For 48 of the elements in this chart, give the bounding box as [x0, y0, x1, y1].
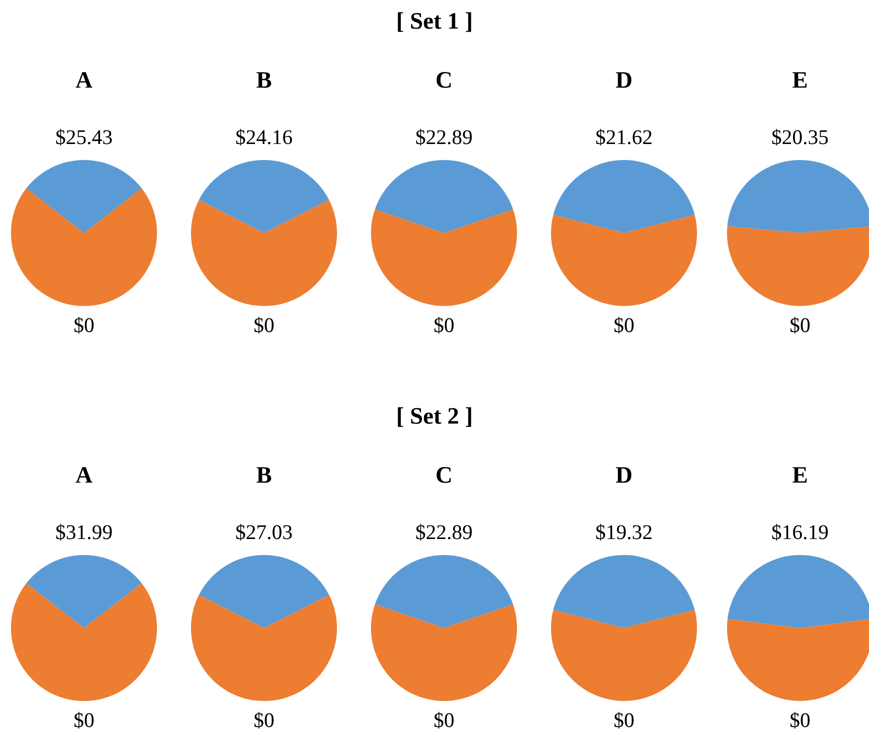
pie-slice — [11, 583, 157, 701]
chart-title: D — [616, 467, 632, 483]
slice-label: $24.16 — [236, 128, 292, 146]
slice-label: $0 — [74, 316, 94, 334]
pie-slice — [553, 555, 695, 628]
text: [ Set 1 ] — [398, 12, 472, 32]
slice-label: $22.89 — [416, 128, 472, 146]
slice-label: $0 — [74, 712, 94, 729]
chart-title: A — [76, 72, 92, 88]
slice-label: $27.03 — [236, 524, 292, 541]
chart-title: E — [792, 467, 807, 483]
pie-slice — [26, 555, 142, 628]
pie-slice — [26, 160, 142, 233]
pie-slice — [198, 555, 330, 628]
chart-title: B — [256, 467, 272, 483]
slice-label: $25.43 — [56, 128, 112, 146]
slice-label: $16.19 — [772, 524, 828, 541]
slice-label: $0 — [790, 712, 810, 729]
text: [ Set 2 ] — [398, 407, 472, 427]
pie-slice — [551, 610, 697, 701]
slice-label: $0 — [614, 712, 634, 729]
pie-slice — [191, 594, 337, 701]
slice-label: $0 — [254, 316, 274, 334]
chart-title: C — [436, 72, 451, 88]
slice-label: $0 — [790, 316, 810, 334]
pie-slice — [374, 160, 514, 233]
chart-title: B — [256, 72, 272, 88]
pie-slice — [191, 200, 337, 306]
slice-label: $21.62 — [596, 128, 652, 146]
pie-slice — [11, 188, 157, 306]
chart-title: C — [436, 467, 451, 483]
pie-slice — [371, 209, 517, 306]
chart-title: D — [616, 72, 632, 88]
slice-label: $0 — [434, 712, 454, 729]
pie-slice — [551, 214, 697, 306]
pie-slice — [374, 555, 514, 628]
slice-label: $0 — [254, 712, 274, 729]
slice-label: $0 — [614, 316, 634, 334]
chart-title: E — [792, 72, 807, 88]
slice-label: $31.99 — [56, 524, 112, 541]
slice-label: $0 — [434, 316, 454, 334]
chart-title: A — [76, 467, 92, 483]
slice-label: $19.32 — [596, 524, 652, 541]
slice-label: $22.89 — [416, 524, 472, 541]
pie-slice — [371, 604, 517, 701]
pie-slice — [553, 160, 695, 233]
slice-label: $20.35 — [772, 128, 828, 146]
pie-slice — [198, 160, 330, 233]
